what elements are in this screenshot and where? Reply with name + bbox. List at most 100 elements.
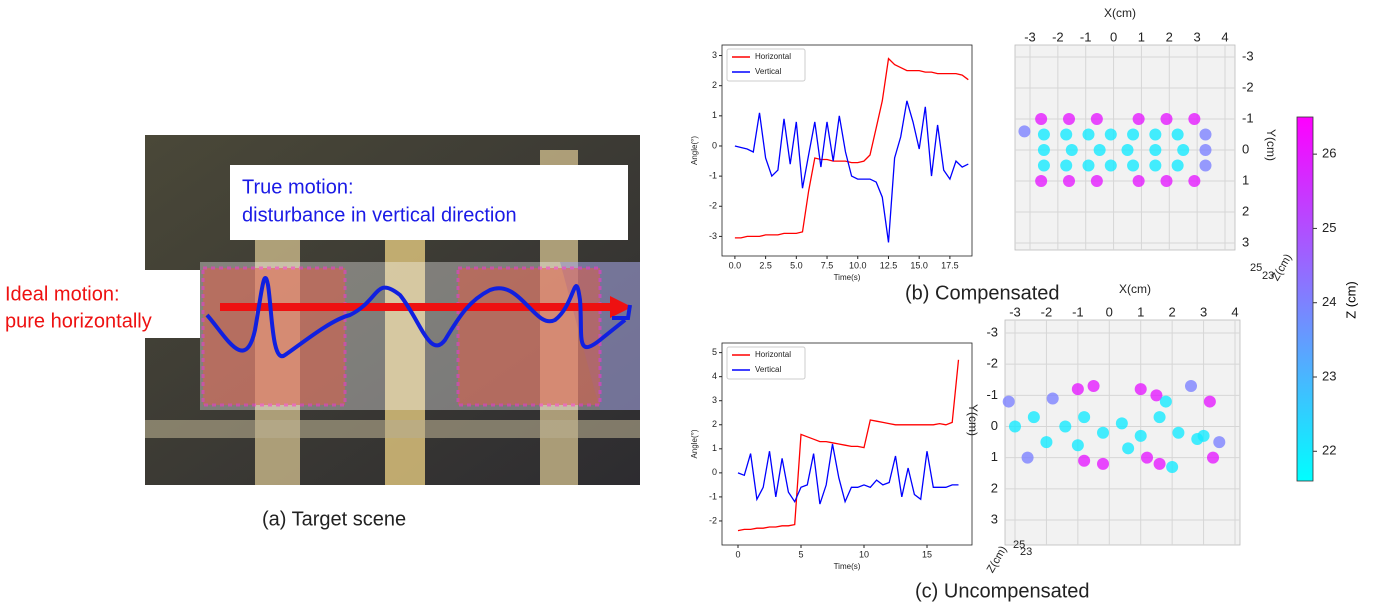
- colorbar-tick-label: 25: [1322, 220, 1336, 235]
- y-tick-label: -1: [709, 170, 717, 180]
- y-tick-label: 2: [712, 419, 717, 429]
- point: [1132, 175, 1145, 187]
- point: [1035, 175, 1048, 187]
- ideal-motion-line1: Ideal motion:: [5, 283, 120, 305]
- x-tick-label: 4: [1221, 29, 1228, 44]
- point: [1009, 420, 1021, 433]
- point: [1040, 436, 1053, 449]
- y-tick-label: 0: [1242, 141, 1249, 156]
- point: [1134, 383, 1147, 396]
- x-tick-label: 5.0: [790, 260, 803, 270]
- point: [1060, 159, 1073, 172]
- x-tick-label: 1: [1137, 304, 1144, 319]
- point: [1134, 429, 1147, 442]
- point: [1065, 144, 1078, 156]
- x-tick-label: 0: [1110, 29, 1117, 44]
- point: [1150, 389, 1163, 402]
- point: [1063, 113, 1075, 125]
- x-axis-label: Time(s): [834, 273, 861, 282]
- point: [1087, 379, 1100, 392]
- y-tick-label: 2: [1242, 203, 1249, 218]
- point: [1093, 144, 1106, 156]
- colorbar-tick-label: 24: [1322, 294, 1336, 309]
- y-axis-label: Angle(°): [690, 136, 699, 165]
- x-tick-label: -2: [1041, 304, 1053, 319]
- series-line: [734, 100, 969, 243]
- y-tick-label: 2: [991, 480, 998, 495]
- x-axis-label: Time(s): [834, 562, 861, 571]
- point: [1159, 395, 1172, 408]
- x-tick-label: 15.0: [910, 260, 928, 270]
- point: [1203, 395, 1216, 408]
- z-tick-label: 23: [1262, 270, 1274, 282]
- point: [1160, 113, 1173, 125]
- y-tick-label: 3: [712, 50, 717, 60]
- point: [1060, 128, 1073, 141]
- legend-label: Horizontal: [755, 52, 791, 61]
- y-tick-label: -1: [1242, 110, 1254, 125]
- y-tick-label: -2: [709, 201, 717, 211]
- y-tick-label: 2: [712, 80, 717, 90]
- y-tick-label: 3: [1242, 234, 1249, 249]
- point: [1177, 144, 1190, 156]
- y-tick-label: -3: [986, 324, 998, 339]
- x-tick-label: 3: [1194, 29, 1201, 44]
- x-tick-label: 15: [922, 549, 932, 559]
- point: [1078, 411, 1091, 424]
- x-tick-label: -1: [1072, 304, 1084, 319]
- y-tick-label: 0: [712, 467, 717, 477]
- point: [1185, 379, 1197, 392]
- x-tick-label: 0: [735, 549, 740, 559]
- series-line: [737, 443, 959, 505]
- point: [1207, 451, 1219, 464]
- y-tick-label: -2: [986, 356, 998, 371]
- legend-label: Horizontal: [755, 350, 791, 359]
- point: [1071, 383, 1084, 396]
- y-tick-label: 5: [712, 347, 717, 357]
- point: [1037, 128, 1050, 141]
- point: [1046, 392, 1059, 405]
- y-tick-label: 4: [712, 371, 717, 381]
- point: [1121, 144, 1134, 156]
- y-tick-label: -1: [986, 387, 998, 402]
- x-tick-label: 10: [859, 549, 869, 559]
- point: [1172, 426, 1185, 439]
- x-tick-label: 10.0: [849, 260, 867, 270]
- point: [1149, 144, 1162, 156]
- x-tick-label: 7.5: [821, 260, 834, 270]
- point: [1166, 461, 1179, 474]
- y-tick-label: 3: [712, 395, 717, 405]
- colorbar-tick-label: 23: [1322, 368, 1336, 383]
- plot-frame: [721, 342, 973, 546]
- y-tick-label: 1: [712, 443, 717, 453]
- x-tick-label: 2: [1166, 29, 1173, 44]
- scene-photo: [0, 135, 640, 485]
- ideal-motion-line2: pure horizontally: [5, 310, 152, 332]
- y-tick-label: -3: [709, 231, 717, 241]
- point: [1063, 175, 1075, 187]
- x-tick-label: 5: [798, 549, 803, 559]
- x-tick-label: 0: [1106, 304, 1113, 319]
- x-axis-label: X(cm): [1119, 282, 1151, 296]
- x-tick-label: 2.5: [759, 260, 772, 270]
- point: [1149, 159, 1162, 172]
- point: [1097, 457, 1109, 470]
- point: [1104, 159, 1117, 172]
- point: [1127, 159, 1140, 172]
- point: [1071, 439, 1084, 452]
- caption-a: (a) Target scene: [262, 508, 406, 530]
- x-tick-label: 2: [1169, 304, 1176, 319]
- true-motion-line2: disturbance in vertical direction: [242, 204, 517, 226]
- point: [1141, 451, 1153, 464]
- z-tick-label: 25: [1013, 539, 1025, 551]
- y-tick-label: 1: [712, 110, 717, 120]
- y-axis-label: Angle(°): [690, 429, 699, 458]
- point: [1035, 113, 1048, 125]
- y-tick-label: -2: [709, 515, 717, 525]
- z-axis-label: Z(cm): [1270, 252, 1295, 283]
- y-tick-label: -3: [1242, 48, 1254, 63]
- point: [1037, 144, 1050, 156]
- x-tick-label: 17.5: [941, 260, 959, 270]
- point: [1090, 175, 1103, 187]
- point: [1090, 113, 1103, 125]
